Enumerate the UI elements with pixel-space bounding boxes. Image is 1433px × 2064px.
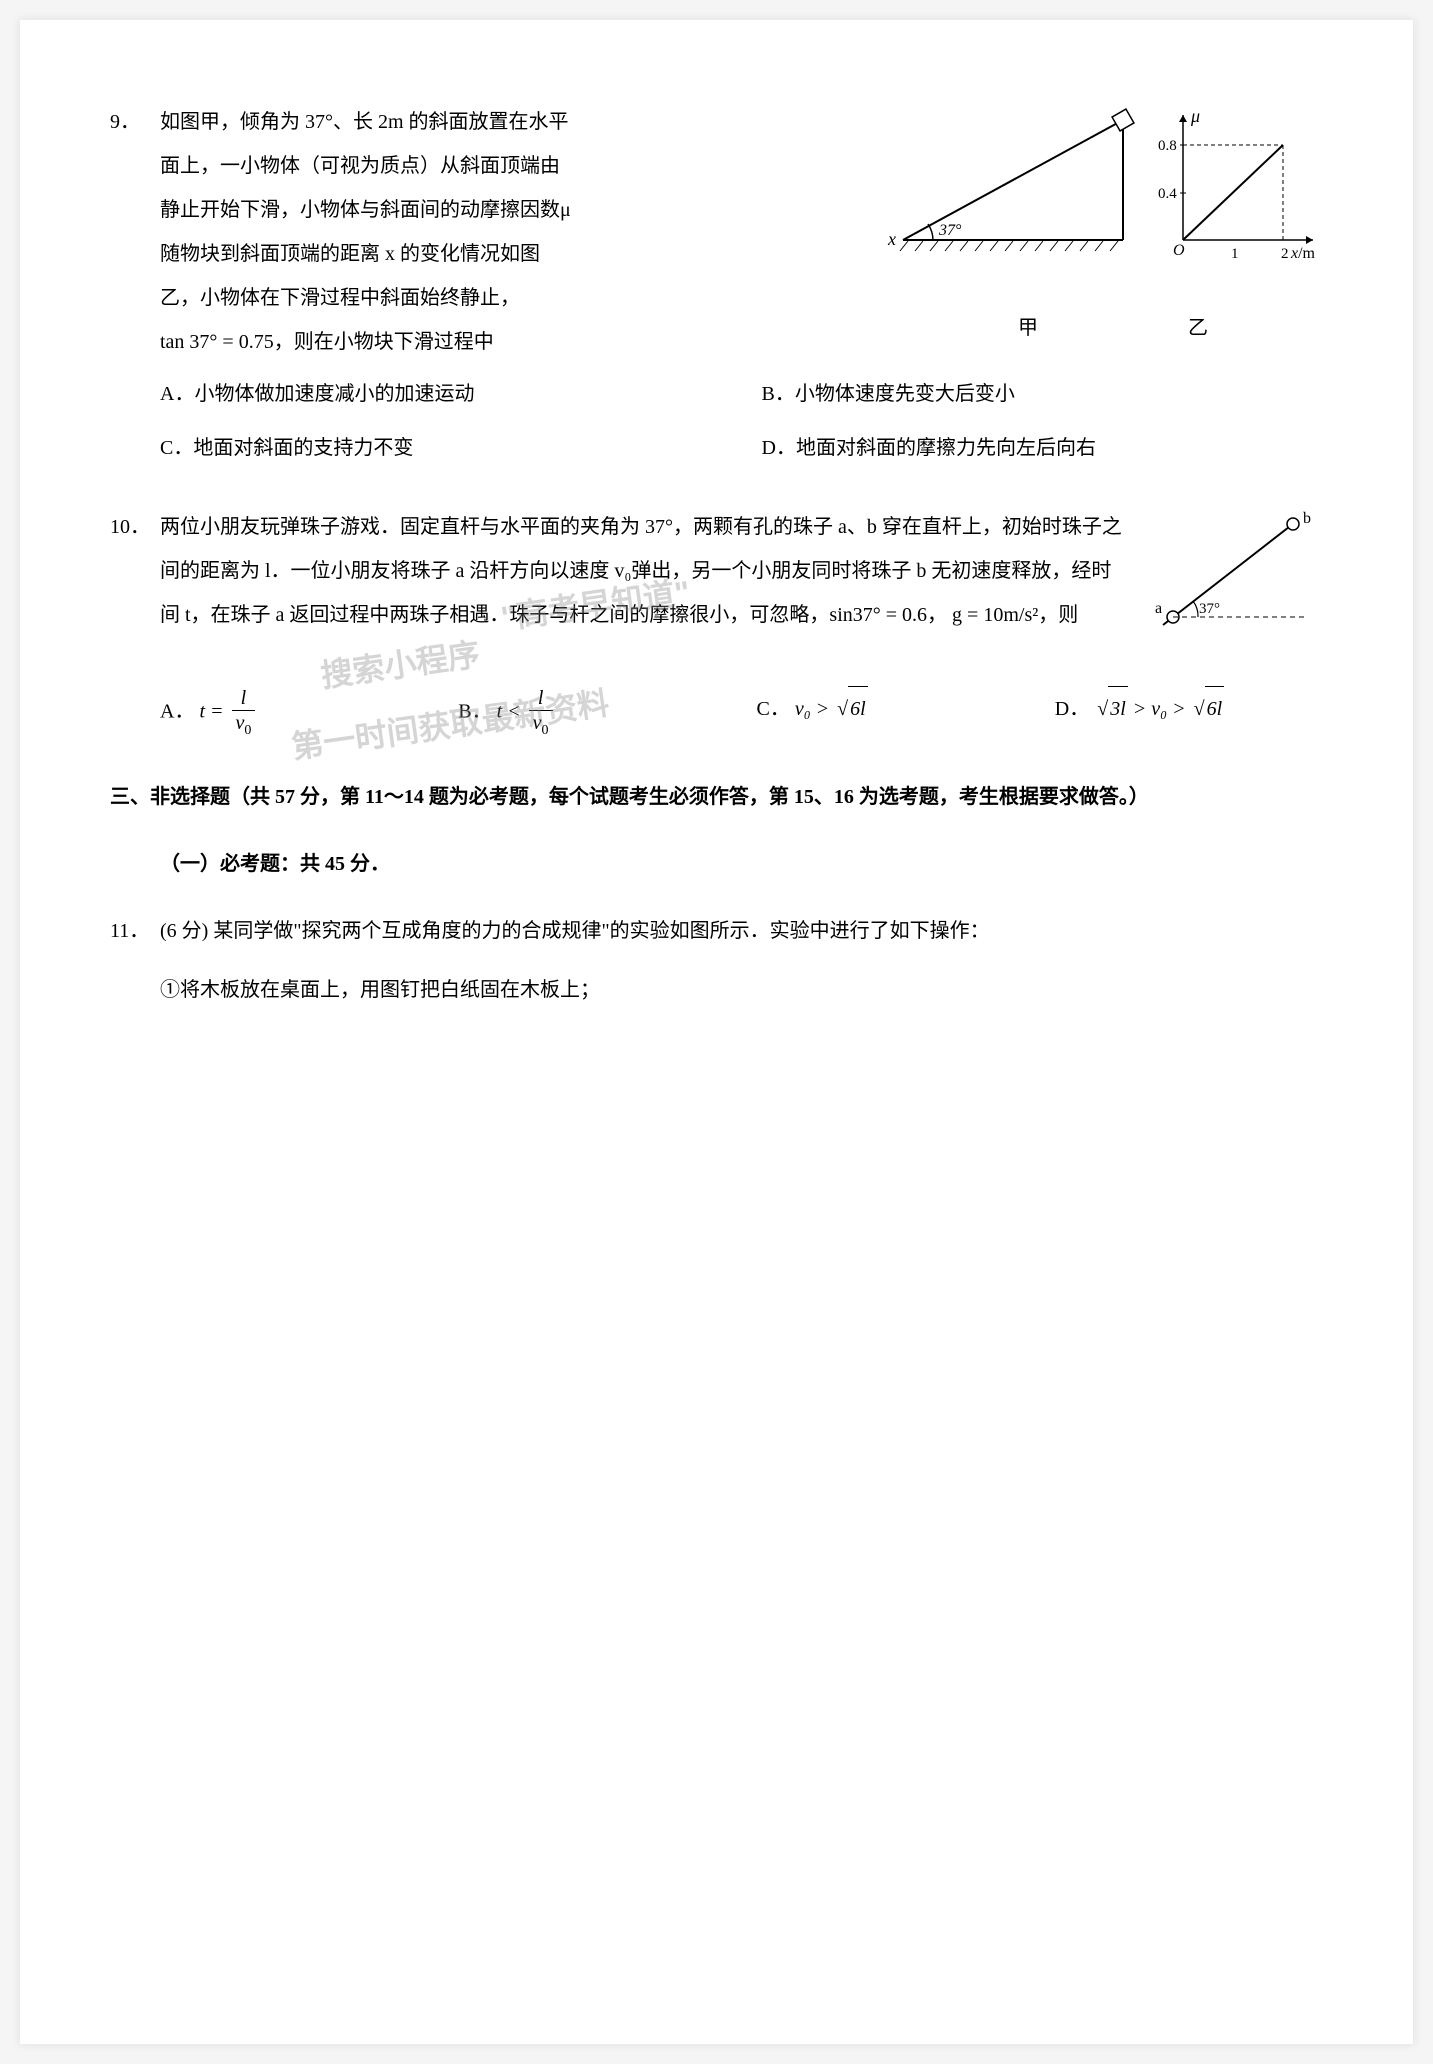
q10-options: A． t = l v0 B． t < l v0 C． v₀ > 6l [110, 686, 1323, 740]
q10-b-prefix: B． [458, 701, 491, 723]
q10-d-sqrt2: 6l [1205, 686, 1225, 731]
q10-a-lhs: t = [199, 701, 223, 723]
q9-line2: 面上，一小物体（可视为质点）从斜面顶端由 [160, 144, 863, 188]
q9-line3: 静止开始下滑，小物体与斜面间的动摩擦因数μ [160, 188, 863, 232]
q9-text: 如图甲，倾角为 37°、长 2m 的斜面放置在水平 面上，一小物体（可视为质点）… [160, 100, 863, 364]
q9-option-c: C．地面对斜面的支持力不变 [160, 426, 722, 470]
page-container: 9． 如图甲，倾角为 37°、长 2m 的斜面放置在水平 面上，一小物体（可视为… [20, 20, 1413, 2044]
q11-number: 11． [110, 909, 160, 953]
q10-b-num: l [529, 686, 553, 711]
q9-svg: 37° x [883, 100, 1323, 280]
section3-title: 三、非选择题（共 57 分，第 11～14 题为必考题，每个试题考生必须作答，第… [110, 775, 1323, 819]
svg-text:0.8: 0.8 [1158, 138, 1177, 154]
q10-a-prefix: A． [160, 701, 194, 723]
q9-number: 9． [110, 100, 160, 144]
q9-label-yi: 乙 [1188, 306, 1208, 350]
q9-line6: tan 37° = 0.75，则在小物块下滑过程中 [160, 320, 863, 364]
question-11: 11． (6 分) 某同学做"探究两个互成角度的力的合成规律"的实验如图所示．实… [110, 909, 1323, 1012]
q9-diagram: 37° x [883, 100, 1323, 364]
q9-option-a: A．小物体做加速度减小的加速运动 [160, 372, 722, 416]
q10-number: 10． [110, 505, 160, 549]
q10-b-den: v [533, 712, 542, 734]
q10-option-c: C． v₀ > 6l [757, 686, 1025, 740]
q10-a-num: l [232, 686, 256, 711]
svg-text:37°: 37° [1199, 601, 1220, 617]
q10-d-mid: > v₀ > [1128, 698, 1191, 720]
svg-text:2: 2 [1281, 246, 1289, 262]
q10-d-sqrt1: 3l [1108, 686, 1128, 731]
section3-subtitle: （一）必考题：共 45 分． [160, 844, 1323, 884]
q9-label-jia: 甲 [1018, 306, 1038, 350]
svg-text:1: 1 [1231, 246, 1239, 262]
svg-text:0.4: 0.4 [1158, 186, 1177, 202]
svg-text:x/m: x/m [1290, 245, 1316, 262]
svg-text:a: a [1155, 600, 1162, 617]
q10-b-den-sub: 0 [542, 723, 549, 738]
question-10: 10． 两位小朋友玩弹珠子游戏．固定直杆与水平面的夹角为 37°，两颗有孔的珠子… [110, 505, 1323, 740]
q10-c-sqrt: 6l [848, 686, 868, 731]
q10-c-prefix: C． [757, 698, 790, 720]
q10-a-den-sub: 0 [244, 723, 251, 738]
q10-c-text: v₀ > [795, 698, 834, 720]
q10-d-prefix: D． [1055, 698, 1089, 720]
svg-text:O: O [1173, 242, 1185, 259]
q9-option-d: D．地面对斜面的摩擦力先向左后向右 [762, 426, 1324, 470]
svg-text:37°: 37° [938, 222, 962, 239]
svg-text:b: b [1303, 510, 1311, 527]
svg-text:μ: μ [1190, 106, 1200, 126]
q10-svg: a b 37° [1143, 505, 1323, 655]
question-9: 9． 如图甲，倾角为 37°、长 2m 的斜面放置在水平 面上，一小物体（可视为… [110, 100, 1323, 470]
q9-line5: 乙，小物体在下滑过程中斜面始终静止， [160, 276, 863, 320]
q11-text: 某同学做"探究两个互成角度的力的合成规律"的实验如图所示．实验中进行了如下操作： [213, 920, 989, 942]
q9-line1: 如图甲，倾角为 37°、长 2m 的斜面放置在水平 [160, 100, 863, 144]
svg-text:x: x [887, 229, 896, 249]
q10-b-lhs: t < [497, 701, 521, 723]
q9-line4: 随物块到斜面顶端的距离 x 的变化情况如图 [160, 232, 863, 276]
q11-points: (6 分) [160, 920, 213, 942]
q9-options: A．小物体做加速度减小的加速运动 B．小物体速度先变大后变小 C．地面对斜面的支… [110, 372, 1323, 470]
q10-option-d: D． 3l > v₀ > 6l [1055, 686, 1323, 740]
q10-diagram: a b 37° [1143, 505, 1323, 671]
q10-option-a: A． t = l v0 [160, 686, 428, 740]
q11-step1: ①将木板放在桌面上，用图钉把白纸固在木板上； [160, 968, 1323, 1012]
q9-option-b: B．小物体速度先变大后变小 [762, 372, 1324, 416]
q10-option-b: B． t < l v0 [458, 686, 726, 740]
q10-text: 两位小朋友玩弹珠子游戏．固定直杆与水平面的夹角为 37°，两颗有孔的珠子 a、b… [160, 505, 1123, 671]
